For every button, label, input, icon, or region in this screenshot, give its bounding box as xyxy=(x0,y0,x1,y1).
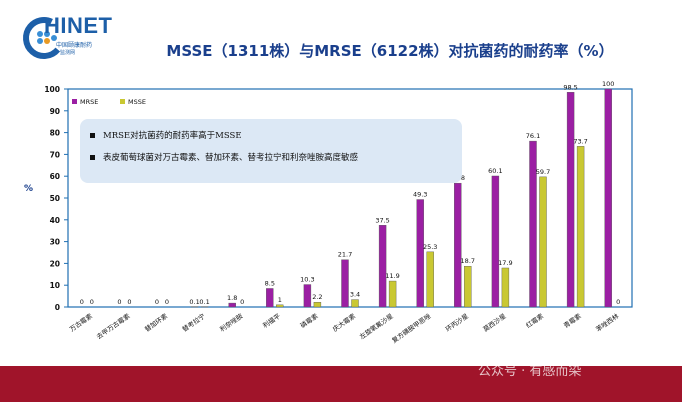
mrse-data-label: 1.8 xyxy=(227,294,237,302)
chart-title: MSSE（1311株）与MRSE（6122株）对抗菌药的耐药率（%） xyxy=(166,42,614,60)
msse-data-label: 11.9 xyxy=(385,272,399,280)
logo-subtitle-2: 监测网 xyxy=(60,50,76,56)
x-tick-label: 复方磺胺甲恶唑 xyxy=(390,311,433,345)
y-tick-label: 10 xyxy=(50,281,60,290)
msse-bar xyxy=(351,299,359,308)
mrse-bar xyxy=(491,175,500,308)
footer-bar xyxy=(0,366,682,402)
mrse-data-label: 49.3 xyxy=(413,191,427,199)
mrse-bar xyxy=(566,92,575,308)
msse-bar xyxy=(426,251,434,308)
y-tick-label: 70 xyxy=(50,150,60,159)
logo-text: HINET xyxy=(44,13,113,38)
legend-label: MSSE xyxy=(128,98,146,106)
bullet-icon xyxy=(90,155,95,160)
mrse-data-label: 98.5 xyxy=(563,83,577,91)
y-tick-label: 50 xyxy=(50,194,60,203)
mrse-data-label: 76.1 xyxy=(526,132,540,140)
mrse-data-label: 37.5 xyxy=(375,216,389,224)
mrse-data-label: 8.5 xyxy=(265,279,275,287)
mrse-bar xyxy=(341,259,349,308)
y-axis-label: % xyxy=(24,184,34,194)
x-tick-label: 红霉素 xyxy=(524,311,546,330)
x-tick-label: 莫西沙星 xyxy=(481,311,508,334)
x-tick-label: 去甲万古霉素 xyxy=(94,311,132,341)
mrse-bar xyxy=(604,88,612,308)
y-tick-label: 80 xyxy=(50,129,60,138)
msse-data-label: 0 xyxy=(165,298,169,306)
info-line: MRSE对抗菌药的耐药率高于MSSE xyxy=(90,129,242,141)
info-line-text: 表皮葡萄球菌对万古霉素、替加环素、替考拉宁和利奈唑胺高度敏感 xyxy=(103,153,359,163)
mrse-data-label: 0 xyxy=(117,298,121,306)
msse-data-label: 17.9 xyxy=(498,259,512,267)
msse-bar xyxy=(276,304,284,308)
mrse-bar xyxy=(416,199,424,308)
x-tick-label: 磷霉素 xyxy=(298,311,320,330)
msse-data-label: 1 xyxy=(278,296,282,304)
y-tick-label: 60 xyxy=(50,172,60,181)
msse-data-label: 0.1 xyxy=(199,298,209,306)
msse-bar xyxy=(501,267,510,308)
mrse-bar xyxy=(303,284,312,308)
msse-data-label: 2.2 xyxy=(312,293,322,301)
msse-data-label: 59.7 xyxy=(536,168,550,176)
logo-subtitle: 中国颐康耐药 xyxy=(56,42,93,49)
globe-logo-icon xyxy=(23,17,65,59)
msse-bar xyxy=(313,302,322,308)
msse-data-label: 0 xyxy=(616,298,620,306)
y-tick-label: 30 xyxy=(50,238,60,247)
mrse-data-label: 0 xyxy=(80,298,84,306)
msse-data-label: 0 xyxy=(240,298,244,306)
msse-data-label: 0 xyxy=(127,298,131,306)
mrse-data-label: 0 xyxy=(155,298,159,306)
watermark: 公众号 · 有感而染 xyxy=(478,364,582,379)
msse-data-label: 0 xyxy=(90,298,94,306)
info-box: MRSE对抗菌药的耐药率高于MSSE 表皮葡萄球菌对万古霉素、替加环素、替考拉宁… xyxy=(80,119,462,183)
msse-data-label: 18.7 xyxy=(461,257,475,265)
y-tick-label: 0 xyxy=(55,303,60,312)
y-tick-label: 100 xyxy=(44,85,60,94)
x-tick-label: 左旋氧氟沙星 xyxy=(358,311,396,341)
mrse-bar xyxy=(529,140,537,308)
mrse-bar xyxy=(228,302,236,308)
x-tick-label: 庆大霉素 xyxy=(331,311,358,334)
mrse-data-label: 21.7 xyxy=(338,251,352,259)
msse-bar xyxy=(576,146,585,308)
mrse-data-label: 100 xyxy=(602,80,614,88)
hinet-logo xyxy=(22,14,132,66)
x-tick-label: 青霉素 xyxy=(562,311,584,330)
mrse-bar xyxy=(454,182,462,308)
msse-bar xyxy=(539,176,547,308)
legend-swatch xyxy=(72,99,77,104)
bullet-icon xyxy=(90,133,95,138)
y-tick-label: 90 xyxy=(50,107,60,116)
msse-data-label: 25.3 xyxy=(423,243,437,251)
y-tick-label: 40 xyxy=(50,216,60,225)
legend-label: MRSE xyxy=(80,98,98,106)
y-tick-label: 20 xyxy=(50,259,60,268)
info-line: 表皮葡萄球菌对万古霉素、替加环素、替考拉宁和利奈唑胺高度敏感 xyxy=(90,151,358,163)
x-tick-label: 万古霉素 xyxy=(67,311,94,334)
x-tick-label: 利奈唑胺 xyxy=(218,311,245,334)
msse-bar xyxy=(388,280,397,308)
x-tick-label: 利福平 xyxy=(261,311,283,330)
info-line-text: MRSE对抗菌药的耐药率高于MSSE xyxy=(103,131,242,141)
x-tick-label: 替考拉宁 xyxy=(180,311,207,334)
msse-data-label: 3.4 xyxy=(350,291,360,299)
x-tick-label: 苯唑西林 xyxy=(594,311,621,334)
mrse-data-label: 0.1 xyxy=(189,298,199,306)
mrse-bar xyxy=(266,288,274,308)
mrse-data-label: 60.1 xyxy=(488,167,502,175)
x-tick-label: 替加环素 xyxy=(143,311,170,334)
mrse-data-label: 10.3 xyxy=(300,276,314,284)
msse-data-label: 73.7 xyxy=(573,137,587,145)
x-tick-label: 环丙沙星 xyxy=(444,312,470,334)
mrse-bar xyxy=(378,225,387,308)
msse-bar xyxy=(464,266,472,308)
legend-swatch xyxy=(120,99,125,104)
